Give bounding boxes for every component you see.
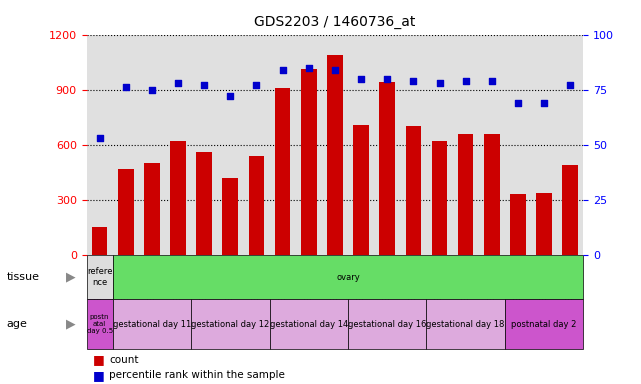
Text: ovary: ovary <box>336 273 360 281</box>
Bar <box>275 88 290 255</box>
Point <box>356 76 366 82</box>
Text: percentile rank within the sample: percentile rank within the sample <box>109 370 285 381</box>
Point <box>199 82 210 88</box>
Bar <box>426 299 505 349</box>
Point <box>147 87 157 93</box>
Bar <box>484 134 499 255</box>
Bar <box>562 165 578 255</box>
Bar <box>510 194 526 255</box>
Point <box>513 100 523 106</box>
Point <box>278 67 288 73</box>
Text: ■: ■ <box>93 353 104 366</box>
Bar <box>87 255 113 299</box>
Point <box>487 78 497 84</box>
Bar <box>379 82 395 255</box>
Bar <box>191 299 270 349</box>
Bar <box>537 192 552 255</box>
Bar <box>301 70 317 255</box>
Text: gestational day 11: gestational day 11 <box>113 320 191 329</box>
Bar <box>353 124 369 255</box>
Text: age: age <box>6 319 28 329</box>
Bar <box>144 163 160 255</box>
Text: refere
nce: refere nce <box>87 267 112 287</box>
Point <box>565 82 576 88</box>
Bar <box>113 299 191 349</box>
Text: ■: ■ <box>93 369 104 382</box>
Bar <box>458 134 474 255</box>
Text: gestational day 18: gestational day 18 <box>426 320 505 329</box>
Bar <box>249 156 264 255</box>
Text: tissue: tissue <box>6 272 39 282</box>
Point <box>539 100 549 106</box>
Point <box>382 76 392 82</box>
Point <box>225 93 235 99</box>
Bar <box>327 55 343 255</box>
Bar <box>406 126 421 255</box>
Point <box>408 78 419 84</box>
Bar <box>92 227 108 255</box>
Point <box>94 135 104 141</box>
Text: postnatal day 2: postnatal day 2 <box>512 320 577 329</box>
Bar <box>171 141 186 255</box>
Point <box>304 65 314 71</box>
Text: count: count <box>109 355 138 365</box>
Point <box>251 82 262 88</box>
Bar <box>118 169 133 255</box>
Bar <box>431 141 447 255</box>
Bar <box>196 152 212 255</box>
Bar <box>222 178 238 255</box>
Text: gestational day 12: gestational day 12 <box>191 320 269 329</box>
Point <box>173 80 183 86</box>
Bar <box>348 299 426 349</box>
Bar <box>270 299 348 349</box>
Text: GDS2203 / 1460736_at: GDS2203 / 1460736_at <box>254 15 415 29</box>
Text: gestational day 14: gestational day 14 <box>270 320 348 329</box>
Text: postn
atal
day 0.5: postn atal day 0.5 <box>87 314 113 334</box>
Point <box>435 80 445 86</box>
Point <box>460 78 470 84</box>
Point <box>121 84 131 91</box>
Bar <box>505 299 583 349</box>
Point <box>330 67 340 73</box>
Bar <box>87 299 113 349</box>
Text: ▶: ▶ <box>65 270 76 283</box>
Text: gestational day 16: gestational day 16 <box>348 320 426 329</box>
Text: ▶: ▶ <box>65 318 76 331</box>
